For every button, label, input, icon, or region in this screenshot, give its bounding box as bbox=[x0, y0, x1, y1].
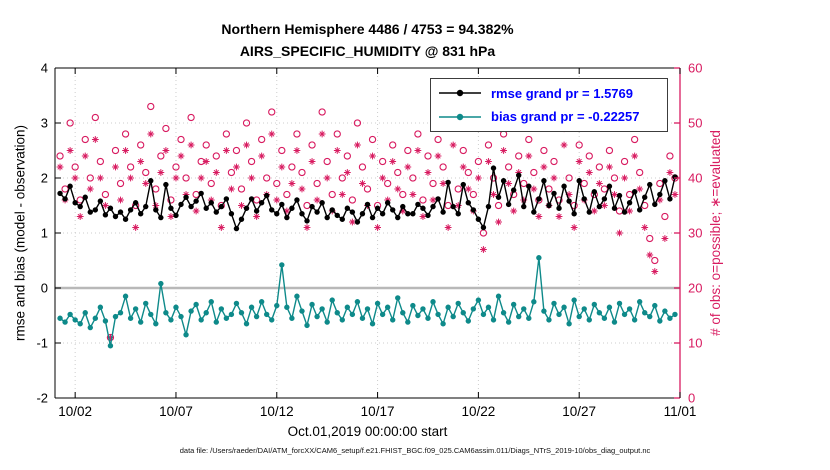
svg-text:4: 4 bbox=[41, 61, 48, 76]
svg-text:60: 60 bbox=[688, 61, 702, 76]
svg-text:10/27: 10/27 bbox=[562, 404, 596, 419]
svg-text:3: 3 bbox=[41, 116, 48, 131]
footer-datafile: data file: /Users/raeder/DAI/ATM_forcXX/… bbox=[179, 446, 651, 455]
svg-text:20: 20 bbox=[688, 281, 702, 296]
svg-text:11/01: 11/01 bbox=[664, 404, 697, 419]
legend-line-sample-rmse bbox=[439, 90, 481, 97]
svg-text:40: 40 bbox=[688, 171, 702, 186]
svg-text:10/22: 10/22 bbox=[461, 404, 495, 419]
left-axis-ticks: -2 -1 0 1 2 3 4 bbox=[36, 61, 61, 406]
svg-text:-1: -1 bbox=[36, 336, 48, 351]
legend-label-rmse: rmse grand pr = 1.5769 bbox=[491, 85, 633, 101]
right-axis-ticks: 0 10 20 30 40 50 60 bbox=[674, 61, 702, 406]
legend: rmse grand pr = 1.5769 bias grand pr = -… bbox=[430, 78, 668, 132]
legend-label-bias: bias grand pr = -0.22257 bbox=[491, 109, 640, 125]
svg-text:30: 30 bbox=[688, 226, 702, 241]
chart-title-line2: AIRS_SPECIFIC_HUMIDITY @ 831 hPa bbox=[239, 43, 496, 59]
legend-entry-rmse: rmse grand pr = 1.5769 bbox=[437, 82, 661, 104]
svg-text:10/17: 10/17 bbox=[361, 404, 395, 419]
svg-text:0: 0 bbox=[41, 281, 48, 296]
svg-text:10/07: 10/07 bbox=[159, 404, 193, 419]
x-axis-label: Oct.01,2019 00:00:00 start bbox=[287, 424, 448, 439]
svg-text:1: 1 bbox=[41, 226, 48, 241]
svg-text:50: 50 bbox=[688, 116, 702, 131]
left-axis-label: rmse and bias (model - observation) bbox=[12, 124, 28, 342]
chart-title-line1: Northern Hemisphere 4486 / 4753 = 94.382… bbox=[221, 21, 514, 37]
series-rmse bbox=[57, 165, 678, 232]
series-bias bbox=[57, 255, 678, 349]
right-axis-label: # of obs: o=possible; ∗=evaluated bbox=[708, 130, 723, 336]
svg-text:2: 2 bbox=[41, 171, 48, 186]
svg-text:10/12: 10/12 bbox=[260, 404, 294, 419]
svg-text:10: 10 bbox=[688, 336, 702, 351]
svg-text:10/02: 10/02 bbox=[58, 404, 92, 419]
legend-entry-bias: bias grand pr = -0.22257 bbox=[437, 106, 661, 128]
svg-text:-2: -2 bbox=[36, 391, 48, 406]
x-axis-ticks: 10/02 10/07 10/12 10/17 10/22 10/27 11/01 bbox=[58, 68, 696, 419]
series-obs_possible bbox=[56, 102, 679, 342]
svg-text:0: 0 bbox=[688, 391, 695, 406]
legend-line-sample-bias bbox=[439, 113, 481, 120]
